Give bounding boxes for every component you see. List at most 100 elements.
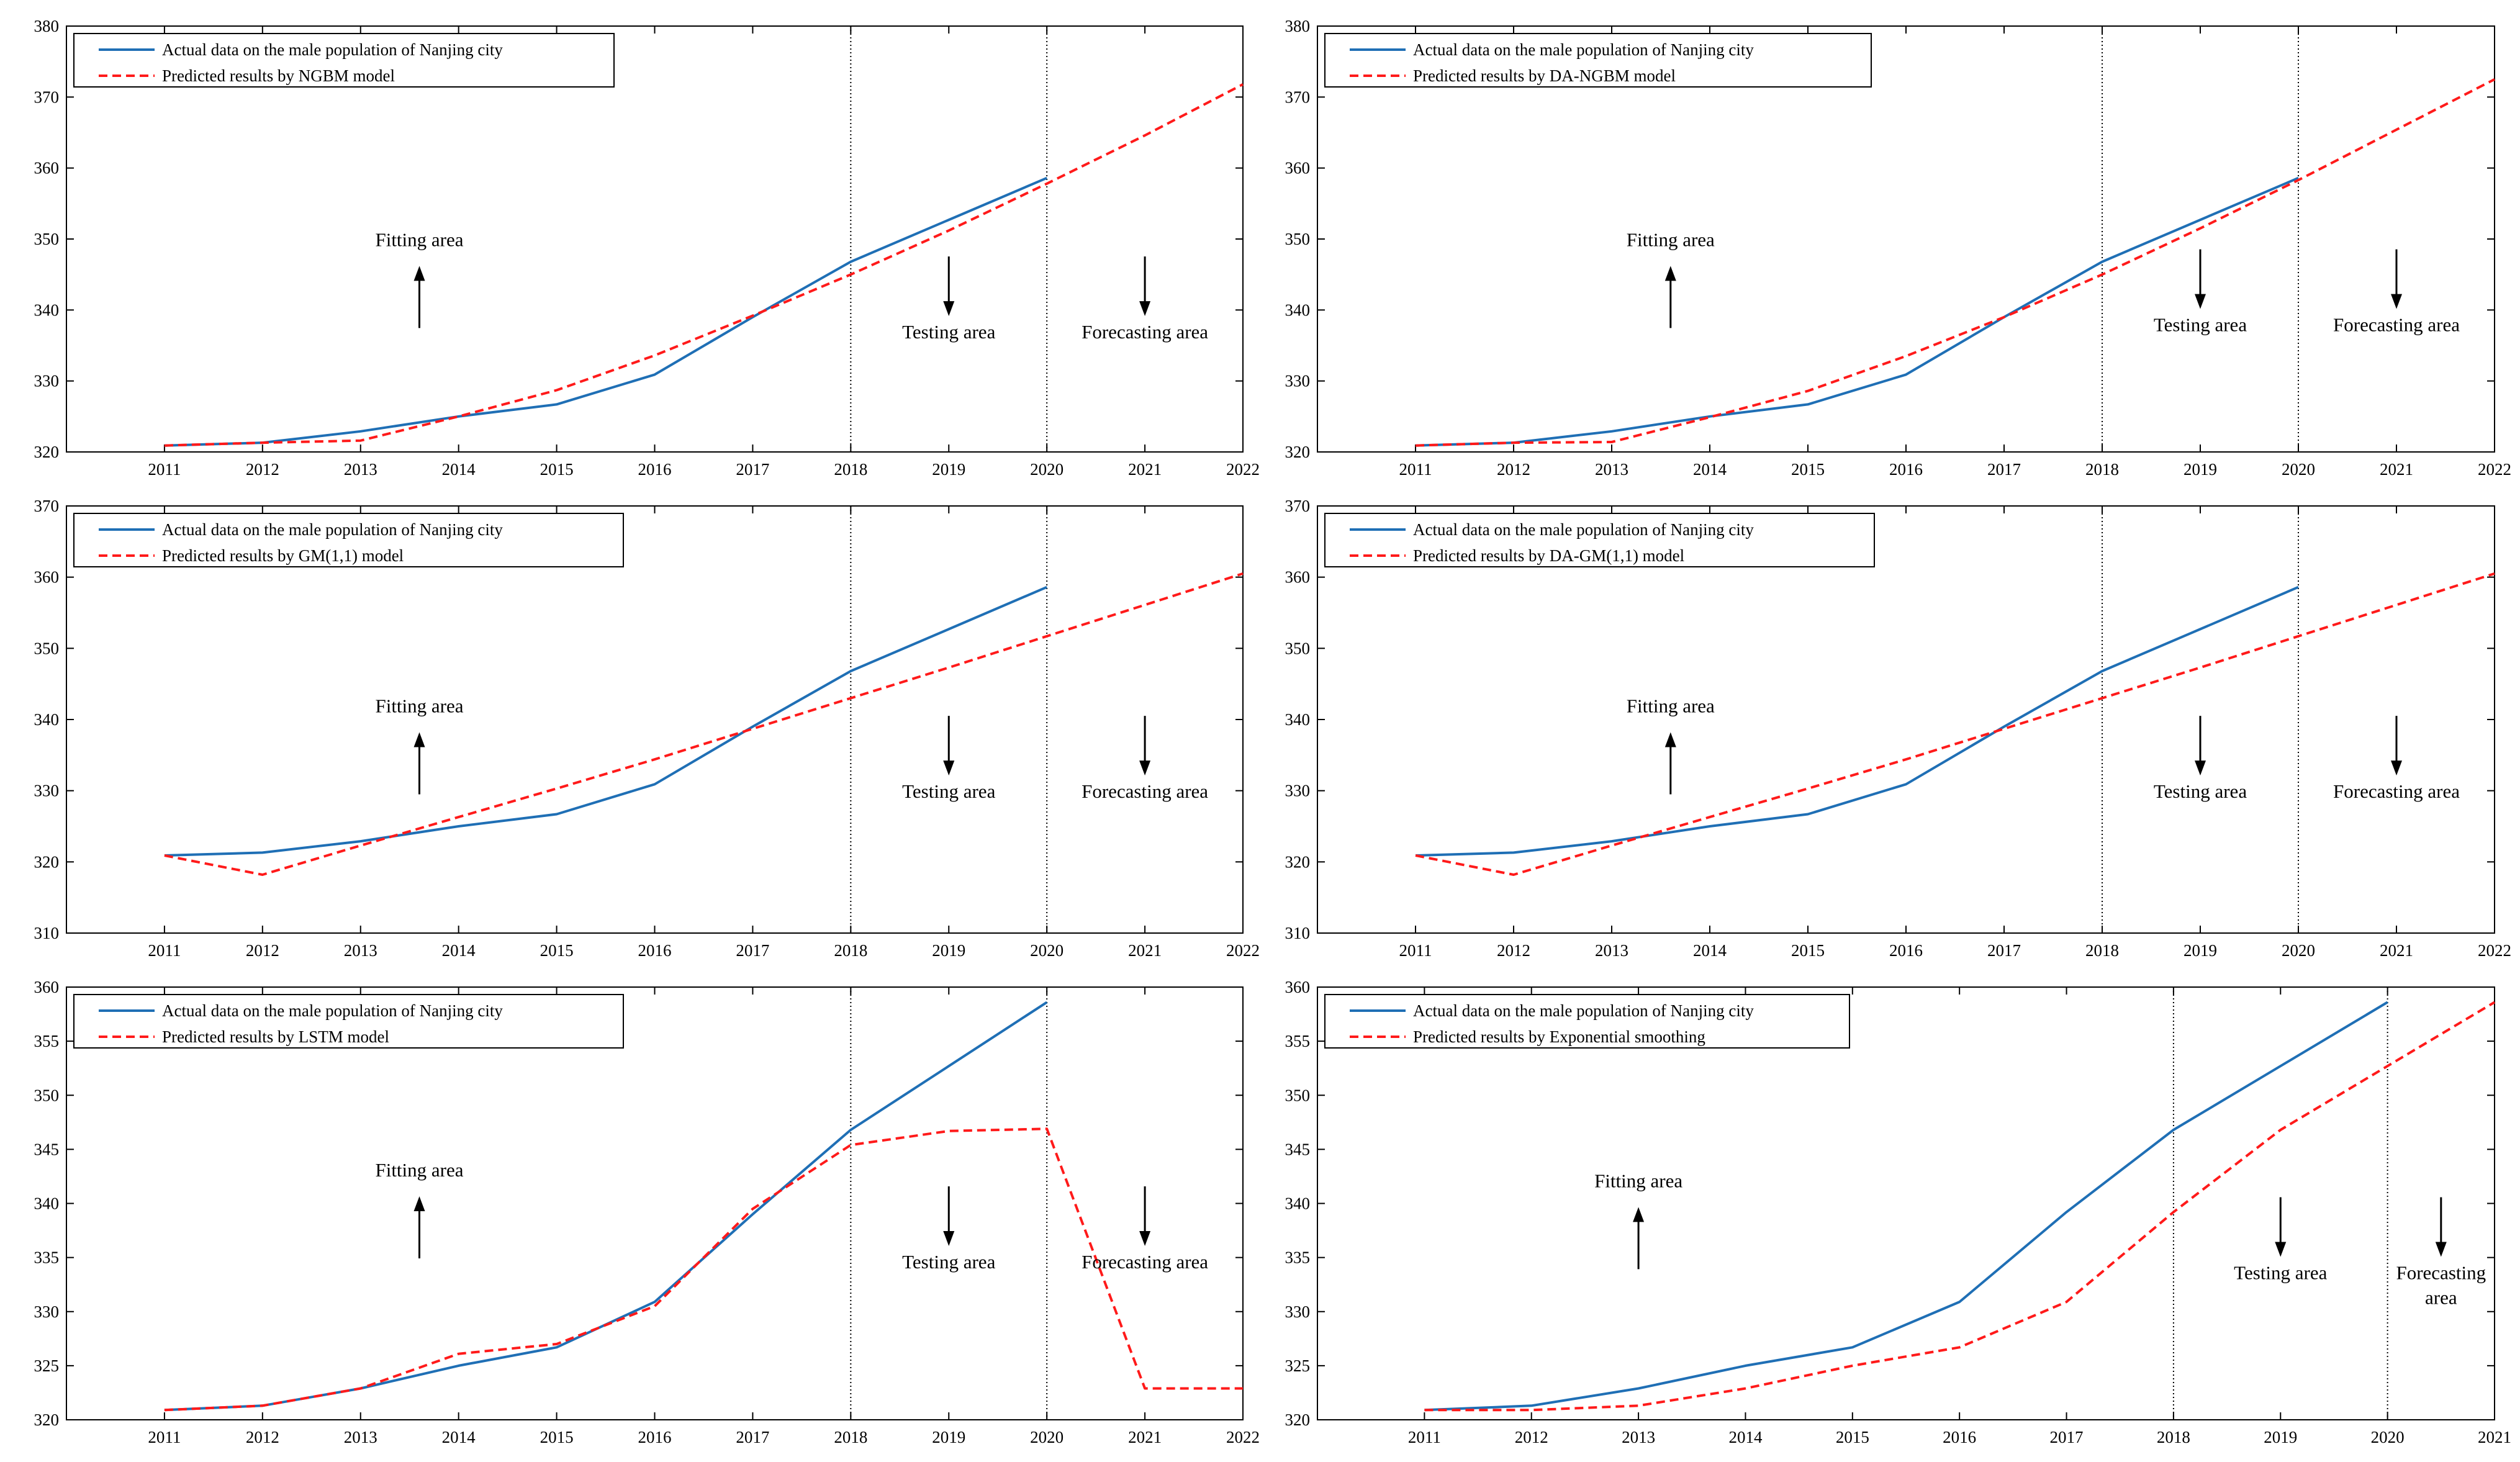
actual-data-line <box>164 585 1047 857</box>
legend-entry: Actual data on the male population of Na… <box>162 520 503 539</box>
y-tick-label: 325 <box>1285 1356 1311 1375</box>
y-tick-label: 345 <box>1285 1140 1311 1158</box>
y-tick-label: 310 <box>1285 924 1311 942</box>
forecasting-area-label: Forecasting area <box>1082 780 1208 802</box>
x-tick-label: 2016 <box>638 941 672 960</box>
x-tick-label: 2017 <box>1987 941 2021 960</box>
x-tick-label: 2022 <box>2478 460 2511 479</box>
chart-panel-1: 320 330 340 350 360 370 380 2011 2012 2013 2014 201… <box>34 17 1260 479</box>
x-tick-label: 2012 <box>246 460 279 479</box>
x-tick-label: 2013 <box>1595 460 1628 479</box>
predicted-line <box>164 1127 1243 1412</box>
fitting-area-label: Fitting area <box>375 695 463 717</box>
testing-area-label: Testing area <box>902 780 995 802</box>
x-tick-label: 2017 <box>736 1428 769 1446</box>
predicted-line <box>1415 78 2495 447</box>
legend-entry: Actual data on the male population of Na… <box>162 1001 503 1020</box>
x-tick-label: 2013 <box>1622 1428 1655 1446</box>
predicted-line <box>164 572 1244 876</box>
testing-area-label: Testing area <box>2234 1261 2327 1283</box>
legend-entry: Predicted results by DA-GM(1,1) model <box>1413 546 1684 565</box>
x-tick-label: 2014 <box>1693 941 1727 960</box>
x-tick-label: 2022 <box>1226 460 1260 479</box>
down-arrow-icon <box>943 1186 955 1247</box>
forecasting-area-label-line2: area <box>2425 1286 2457 1308</box>
up-arrow-icon <box>413 1196 425 1258</box>
legend-entry: Actual data on the male population of Na… <box>1413 1001 1754 1020</box>
x-tick-label: 2013 <box>1595 941 1628 960</box>
x-tick-label: 2011 <box>148 941 181 960</box>
x-tick-label: 2018 <box>834 460 867 479</box>
x-tick-label: 2011 <box>148 1428 181 1446</box>
y-tick-label: 330 <box>34 372 60 390</box>
up-arrow-icon <box>1664 732 1676 795</box>
legend-box <box>1324 994 1850 1049</box>
x-tick-label: 2022 <box>1226 941 1260 960</box>
x-tick-label: 2011 <box>1408 1428 1441 1446</box>
chart-panel-2: 320 330 340 350 360 370 380 2011 2012 2013 2014 201… <box>1285 17 2512 479</box>
y-tick-label: 380 <box>34 17 60 35</box>
x-tick-label: 2014 <box>442 460 476 479</box>
x-tick-label: 2017 <box>736 460 769 479</box>
x-tick-label: 2020 <box>2282 460 2315 479</box>
predicted-line <box>1424 1001 2496 1412</box>
x-tick-label: 2020 <box>1030 1428 1064 1446</box>
up-arrow-icon <box>1664 266 1676 328</box>
arrow-head <box>2195 294 2206 309</box>
fitting-area-label: Fitting area <box>375 228 463 250</box>
down-arrow-icon <box>1139 1186 1151 1247</box>
arrow-head <box>413 732 425 747</box>
x-tick-label: 2016 <box>1889 941 1923 960</box>
x-tick-label: 2018 <box>2085 460 2119 479</box>
arrow-head <box>943 301 955 317</box>
legend: Actual data on the male population of Na… <box>73 33 615 88</box>
y-tick-label: 320 <box>1285 1410 1311 1429</box>
plot-frame <box>1317 986 2495 1420</box>
y-tick-label: 320 <box>34 852 60 871</box>
down-arrow-icon <box>2435 1197 2447 1257</box>
down-arrow-icon <box>2391 249 2402 309</box>
x-tick-label: 2012 <box>246 1428 279 1446</box>
actual-data-line <box>1424 1001 2388 1412</box>
forecasting-area-label: Forecasting area <box>1082 1251 1208 1273</box>
x-tick-label: 2015 <box>540 1428 574 1446</box>
y-tick-label: 370 <box>1285 88 1311 106</box>
plot-frame <box>66 505 1244 934</box>
x-tick-label: 2014 <box>442 1428 476 1446</box>
fitting-area-label: Fitting area <box>375 1159 463 1181</box>
actual-data-line <box>164 176 1047 447</box>
arrow-head <box>1139 1231 1151 1247</box>
y-tick-label: 355 <box>34 1032 60 1050</box>
y-tick-label: 325 <box>34 1356 60 1375</box>
x-tick-label: 2016 <box>638 460 672 479</box>
y-tick-label: 370 <box>1285 497 1311 515</box>
x-tick-label: 2021 <box>2478 1428 2511 1446</box>
down-arrow-icon <box>2391 716 2402 776</box>
testing-area-label: Testing area <box>2154 780 2247 802</box>
y-tick-label: 370 <box>34 497 60 515</box>
x-tick-label: 2018 <box>2157 1428 2190 1446</box>
y-tick-label: 340 <box>1285 710 1311 729</box>
legend: Actual data on the male population of Na… <box>73 513 624 567</box>
actual-data-line <box>1415 585 2299 857</box>
y-tick-label: 350 <box>1285 639 1311 657</box>
down-arrow-icon <box>943 256 955 317</box>
actual-data-line <box>1415 176 2299 447</box>
x-tick-label: 2014 <box>442 941 476 960</box>
x-tick-label: 2015 <box>1791 460 1825 479</box>
arrow-head <box>2275 1242 2287 1257</box>
x-tick-label: 2015 <box>540 941 574 960</box>
x-tick-label: 2020 <box>2282 941 2315 960</box>
y-tick-label: 335 <box>34 1248 60 1267</box>
fitting-area-label: Fitting area <box>1594 1170 1682 1191</box>
x-tick-label: 2021 <box>1128 941 1162 960</box>
x-tick-label: 2018 <box>834 941 867 960</box>
y-tick-label: 360 <box>34 159 60 178</box>
x-tick-label: 2021 <box>1128 460 1162 479</box>
forecasting-area-label: Forecasting <box>2396 1261 2486 1283</box>
testing-area-label: Testing area <box>902 321 995 343</box>
y-tick-label: 350 <box>1285 230 1311 248</box>
y-tick-label: 340 <box>34 710 60 729</box>
x-tick-label: 2013 <box>344 460 377 479</box>
arrow-head <box>1139 760 1151 776</box>
